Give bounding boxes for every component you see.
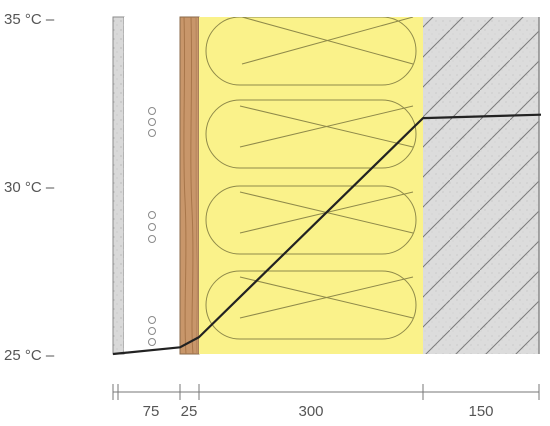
cavity-holes-top	[148, 107, 156, 137]
layer-plaster-board	[112, 16, 125, 355]
dimension-label-wood-board: 25	[181, 403, 198, 420]
tick-label-30: 30 °C –	[4, 179, 55, 196]
layer-wood-board	[179, 16, 200, 355]
cavity-holes-middle	[148, 211, 156, 243]
tick-label-25: 25 °C –	[4, 347, 55, 364]
dimension-label-cavity: 75	[143, 403, 160, 420]
temperature-profile-line	[112, 113, 542, 356]
layer-insulation	[199, 17, 423, 354]
dimension-line	[112, 384, 540, 400]
cavity-holes-bottom	[148, 316, 156, 346]
tick-label-35: 35 °C –	[4, 11, 55, 28]
dimension-label-concrete: 150	[468, 403, 493, 420]
dimension-label-insulation: 300	[298, 403, 323, 420]
temperature-axis: 35 °C – 30 °C – 25 °C –	[4, 11, 55, 364]
layer-concrete	[423, 17, 540, 354]
layer-service-cavity	[124, 17, 180, 354]
